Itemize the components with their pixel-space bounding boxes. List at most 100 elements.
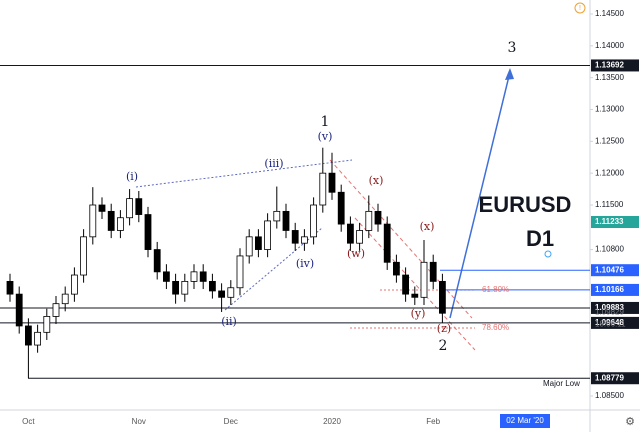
wave-label: 3 <box>508 40 517 56</box>
y-tick-label: 1.08500 <box>595 391 624 400</box>
candle-body <box>429 261 437 282</box>
wave-label: (v) <box>318 130 333 143</box>
candle-body <box>24 325 32 346</box>
marker <box>544 250 552 258</box>
price-label-box <box>591 59 639 72</box>
candle-body <box>61 293 69 305</box>
price-label-box <box>591 283 639 296</box>
candle-body <box>356 230 364 244</box>
wave-label: 1 <box>321 114 330 130</box>
candle-body <box>392 261 400 276</box>
y-tick-label: 1.10800 <box>595 245 624 254</box>
wave-label: (i) <box>126 170 138 183</box>
candle-body <box>227 287 235 298</box>
candle-body <box>162 271 170 282</box>
y-tick-label: 1.14500 <box>595 9 624 18</box>
candle-body <box>135 198 143 215</box>
fib-label: 61.80% <box>482 285 509 294</box>
candle-body <box>199 271 207 282</box>
candle-body <box>420 261 428 298</box>
candle-body <box>438 280 446 314</box>
x-tick-label: Nov <box>132 417 146 426</box>
candle-body <box>328 172 336 193</box>
candle-body <box>80 236 87 276</box>
y-tick-label: 1.13000 <box>595 105 624 114</box>
candle-body <box>190 271 198 282</box>
chart-subtitle: D1 <box>526 226 554 251</box>
price-label: 1.10476 <box>595 265 624 274</box>
price-label-box <box>591 264 639 277</box>
candle-body <box>264 220 272 250</box>
candle-body <box>107 210 115 231</box>
candle-body <box>6 280 14 295</box>
y-tick-label: 1.12500 <box>595 136 624 145</box>
price-label: 1.10166 <box>595 285 624 294</box>
y-tick-label: 1.11500 <box>595 200 624 209</box>
candle-body <box>374 210 382 225</box>
settings-icon[interactable]: ⚙ <box>625 416 635 428</box>
candle-body <box>71 274 78 295</box>
wave-label: 2 <box>439 338 448 354</box>
fib-label: 78.60% <box>482 323 509 332</box>
candle-body <box>172 280 180 295</box>
wave-label: (ii) <box>221 315 237 328</box>
wave-label: (iii) <box>264 157 283 170</box>
candle-body <box>245 236 253 257</box>
candle-body <box>273 210 281 222</box>
candle-body <box>310 204 318 238</box>
candle-body <box>89 204 97 238</box>
candle-body <box>117 217 124 231</box>
candle-body <box>181 280 189 295</box>
candle-body <box>383 223 391 263</box>
price-label-box <box>591 316 639 329</box>
candle-body <box>52 303 60 317</box>
alert-icon-mark: ! <box>579 5 581 12</box>
x-tick-label: Dec <box>224 417 238 426</box>
alert-icon <box>574 2 586 14</box>
candle-body <box>43 316 51 333</box>
candle-body <box>144 214 152 250</box>
wave-label: (z) <box>437 322 451 335</box>
wave-label: (iv) <box>296 257 314 270</box>
annotation: Major Low <box>543 379 580 388</box>
price-label-box <box>591 301 639 314</box>
candle-body <box>208 280 216 292</box>
y-tick-label: 1.12000 <box>595 168 624 177</box>
candle-body <box>346 223 354 244</box>
candle-body <box>291 230 299 244</box>
countdown: 18:06:11 <box>595 319 626 328</box>
x-tick-label: 2020 <box>323 417 341 426</box>
candle-body <box>411 293 419 298</box>
candle-body <box>126 198 133 219</box>
cursor-date-box <box>500 414 550 428</box>
price-label: 1.11233 <box>595 217 624 226</box>
candle-body <box>254 236 262 250</box>
trend-line <box>135 159 353 188</box>
price-label-box <box>591 215 639 228</box>
wave-label: (w) <box>347 247 365 260</box>
price-label: 1.08779 <box>595 373 624 382</box>
candle-body <box>218 290 226 298</box>
channel-line <box>329 159 473 319</box>
wave-label: (x) <box>420 220 435 233</box>
price-label: 1.13692 <box>595 61 624 70</box>
x-tick-label: Oct <box>22 417 35 426</box>
price-label: 1.09883 <box>595 303 624 312</box>
cursor-date: 02 Mar '20 <box>506 416 544 425</box>
candle-body <box>153 249 161 273</box>
price-label-box <box>591 372 639 385</box>
arrow-head <box>505 68 514 80</box>
candle-body <box>98 204 106 212</box>
candle-body <box>402 274 410 295</box>
last-price: 1.09829 <box>595 307 624 316</box>
chart-title: EURUSD <box>479 192 572 217</box>
candle-body <box>319 172 327 206</box>
candle-body <box>236 255 244 289</box>
x-tick-label: Feb <box>426 417 440 426</box>
y-tick-label: 1.13500 <box>595 73 624 82</box>
candle-body <box>365 210 373 231</box>
candle-body <box>15 293 23 327</box>
wave-label: (y) <box>411 307 426 320</box>
